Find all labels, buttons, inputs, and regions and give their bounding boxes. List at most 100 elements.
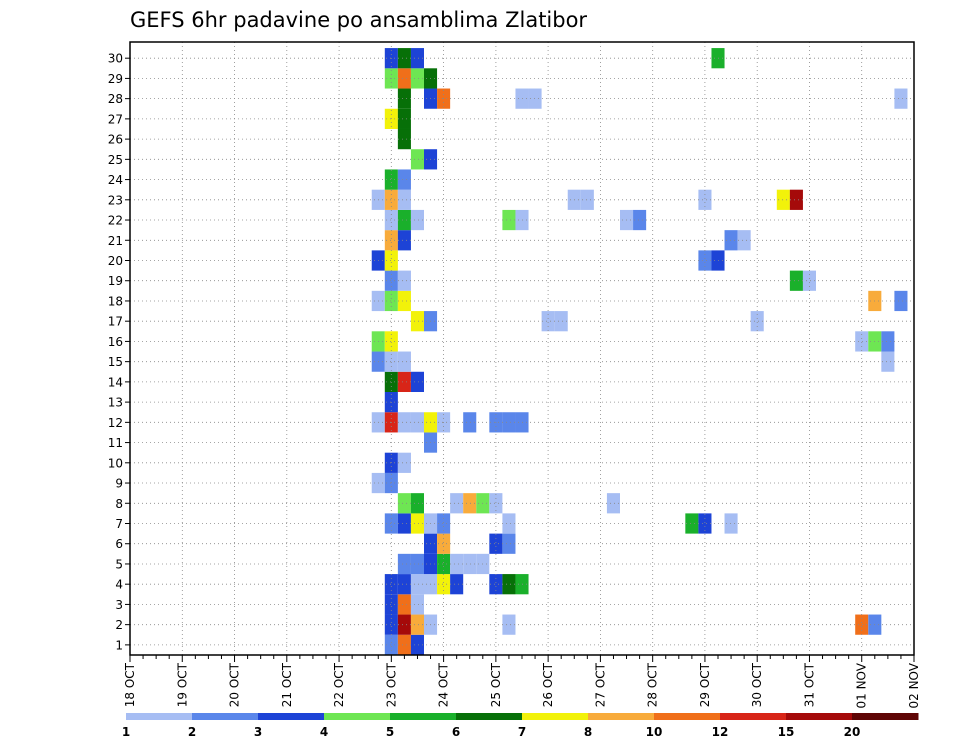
precip-cell (541, 311, 555, 332)
x-tick-label: 21 OCT (280, 662, 294, 707)
colorbar-swatch (852, 713, 919, 720)
colorbar-swatch (126, 713, 193, 720)
y-tick-label: 23 (108, 193, 123, 207)
y-tick-label: 13 (108, 396, 123, 410)
precip-cell (489, 533, 503, 554)
precip-cell (397, 230, 411, 251)
colorbar-label: 4 (320, 725, 328, 739)
precip-cell (384, 270, 398, 291)
precip-cell (410, 594, 424, 615)
y-tick-label: 18 (108, 294, 123, 308)
precip-cell (737, 230, 751, 251)
x-tick-label: 02 NOV (907, 662, 921, 708)
precip-cell (410, 513, 424, 534)
colorbar-label: 1 (122, 725, 130, 739)
x-tick-label: 23 OCT (384, 662, 398, 707)
y-tick-label: 27 (108, 112, 123, 126)
y-tick-label: 7 (115, 517, 123, 531)
x-tick-label: 26 OCT (541, 662, 555, 707)
colorbar-label: 5 (386, 725, 394, 739)
precip-cell (410, 553, 424, 575)
precip-cell (502, 209, 516, 231)
precip-cell (502, 574, 516, 595)
colorbar-swatch (258, 713, 325, 720)
colorbar-label: 8 (584, 725, 592, 739)
x-tick-label: 24 OCT (437, 662, 451, 707)
precip-cell (410, 68, 424, 89)
y-tick-label: 24 (108, 173, 123, 187)
x-tick-label: 28 OCT (646, 662, 660, 707)
precip-cell (724, 513, 738, 534)
precip-cell (397, 553, 411, 575)
colorbar-label: 2 (188, 725, 196, 739)
x-tick-label: 27 OCT (593, 662, 607, 707)
precip-cell (855, 614, 869, 635)
y-tick-label: 22 (108, 214, 123, 228)
y-tick-label: 4 (115, 578, 123, 592)
precip-cell (802, 270, 816, 291)
colorbar-swatch (324, 713, 391, 720)
precip-cell (384, 209, 398, 231)
plot-frame (129, 41, 915, 656)
x-tick-label: 19 OCT (175, 662, 189, 707)
colorbar-swatch (390, 713, 457, 720)
y-tick-label: 21 (108, 234, 123, 248)
precip-cell (502, 412, 516, 433)
precip-cell (633, 209, 647, 231)
y-tick-label: 19 (108, 274, 123, 288)
precip-cell (463, 553, 477, 575)
x-tick-label: 25 OCT (489, 662, 503, 707)
precip-cell (397, 574, 411, 595)
y-tick-label: 25 (108, 153, 123, 167)
x-tick-label: 01 NOV (855, 662, 869, 708)
precip-cell (397, 48, 411, 69)
precip-cell (410, 634, 424, 655)
precip-cell (384, 614, 398, 635)
precip-cell (397, 270, 411, 291)
precip-cell (437, 533, 451, 554)
precip-cell (397, 189, 411, 210)
precip-cell (397, 290, 411, 312)
precip-cell (397, 169, 411, 190)
x-tick-label: 29 OCT (698, 662, 712, 707)
y-tick-label: 30 (108, 52, 123, 66)
precip-cell (410, 493, 424, 514)
colorbar-label: 20 (844, 725, 861, 739)
precip-cell (463, 412, 477, 433)
precip-cell (410, 412, 424, 433)
precip-cell (397, 412, 411, 433)
precipitation-cells (371, 48, 908, 655)
y-tick-label: 16 (108, 335, 123, 349)
precip-cell (410, 311, 424, 332)
precip-cell (397, 452, 411, 473)
precip-cell (489, 574, 503, 595)
precip-cell (397, 614, 411, 635)
precip-cell (384, 574, 398, 595)
precip-cell (789, 189, 803, 210)
precip-cell (580, 189, 594, 210)
precip-cell (397, 88, 411, 109)
precip-cell (397, 634, 411, 655)
precip-cell (502, 614, 516, 635)
y-tick-label: 9 (115, 477, 123, 491)
y-tick-label: 1 (115, 638, 123, 652)
grid-lines (129, 42, 915, 655)
precip-cell (881, 331, 895, 352)
precip-cell (384, 290, 398, 312)
colorbar: 1 2 3 4 5 6 7 8 10 12 15 20 (122, 713, 919, 739)
x-tick-label: 22 OCT (332, 662, 346, 707)
x-tick-label: 20 OCT (228, 662, 242, 707)
precip-cell (397, 108, 411, 129)
y-tick-label: 3 (115, 598, 123, 612)
precip-cell (384, 169, 398, 190)
precip-cell (384, 594, 398, 615)
colorbar-swatch (456, 713, 523, 720)
colorbar-swatch (720, 713, 787, 720)
colorbar-swatch (588, 713, 655, 720)
precip-cell (881, 351, 895, 372)
precip-cell (397, 493, 411, 514)
y-tick-label: 14 (108, 375, 123, 389)
y-tick-label: 20 (108, 254, 123, 268)
precip-cell (384, 230, 398, 251)
colorbar-label: 15 (778, 725, 795, 739)
